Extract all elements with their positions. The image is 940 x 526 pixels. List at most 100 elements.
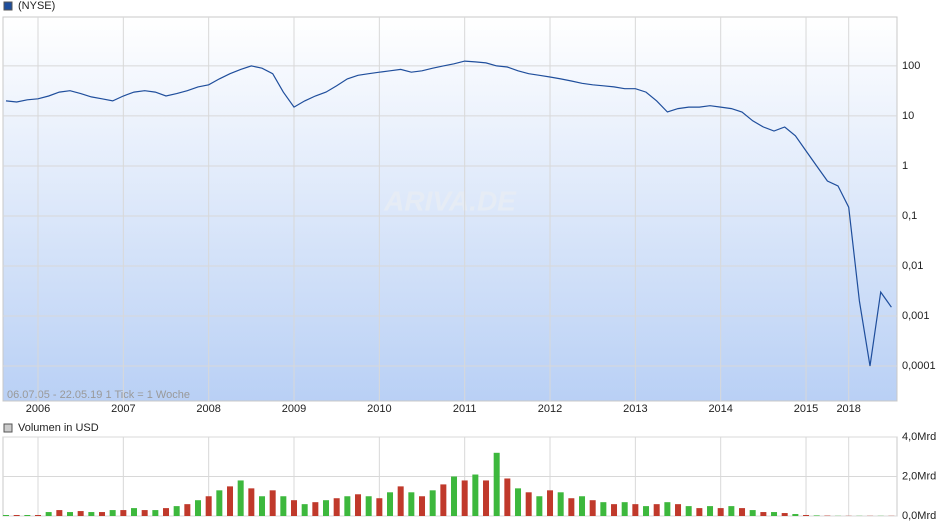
volume-bar [547,490,554,516]
x-tick-label: 2013 [623,403,647,415]
volume-bar [600,502,607,516]
volume-bar [13,515,20,516]
volume-bar [323,500,330,516]
volume-bar [664,502,671,516]
x-tick-label: 2007 [111,403,135,415]
volume-bar [365,496,372,516]
volume-bar [376,498,383,516]
volume-bar [120,510,127,516]
volume-bar [685,506,692,516]
y-tick-label: 0,001 [902,310,930,322]
volume-bar [99,512,106,516]
legend-label: Volumen in USD [18,422,99,434]
x-tick-label: 2009 [282,403,306,415]
volume-bar [259,496,266,516]
volume-bar [152,510,159,516]
volume-bar [216,490,223,516]
volume-bar [483,480,490,516]
volume-bar [291,500,298,516]
volume-bar [579,496,586,516]
volume-bar [344,496,351,516]
y-tick-label: 100 [902,60,920,72]
volume-bar [67,512,74,516]
x-tick-label: 2012 [538,403,562,415]
volume-bar [739,508,746,516]
legend-swatch [3,423,13,433]
volume-bar [184,504,191,516]
x-tick-label: 2010 [367,403,391,415]
volume-bar [813,515,820,516]
volume-bar [237,480,244,516]
volume-bar [536,496,543,516]
volume-bar [280,496,287,516]
volume-bar [611,504,618,516]
volume-bar [408,492,415,516]
volume-bar [728,506,735,516]
x-tick-label: 2008 [196,403,220,415]
volume-bar [461,480,468,516]
plot-area [2,16,898,402]
volume-bar [771,512,778,516]
volume-bar [227,486,234,516]
volume-bar [557,492,564,516]
volume-bar [429,490,436,516]
x-tick-label: 2006 [26,403,50,415]
x-tick-label: 2014 [708,403,732,415]
volume-bar [760,512,767,516]
volume-bar [632,504,639,516]
volume-bar [195,500,202,516]
y-tick-label: 0,1 [902,210,917,222]
volume-bar [451,476,458,516]
volume-bar [109,510,116,516]
volume-bar [643,506,650,516]
annotation: 06.07.05 - 22.05.19 1 Tick = 1 Woche [7,389,190,401]
volume-bar [24,515,31,516]
volume-bar [621,502,628,516]
volume-bar [568,498,575,516]
volume-bar [77,511,84,516]
volume-bar [131,508,138,516]
volume-bar [419,496,426,516]
watermark: ARIVA.DE [383,185,517,216]
volume-bar [205,496,212,516]
y-tick-label: 10 [902,110,914,122]
volume-bar [248,488,255,516]
volume-bar [792,514,799,516]
volume-bar [707,506,714,516]
volume-bar [440,484,447,516]
y-tick-label: 0,01 [902,260,923,272]
volume-bar [504,478,511,516]
volume-bar [472,474,479,516]
legend-label: (NYSE) [18,0,55,12]
x-tick-label: 2018 [836,403,860,415]
x-tick-label: 2011 [453,403,477,415]
y-tick-label: 1 [902,160,908,172]
volume-bar [35,515,42,516]
y-tick-label: 0,0001 [902,360,936,372]
volume-bar [45,512,52,516]
y-tick-label: 0,0Mrd [902,510,936,522]
volume-bar [387,492,394,516]
volume-bar [333,498,340,516]
volume-bar [696,508,703,516]
volume-bar [312,502,319,516]
volume-bar [515,488,522,516]
volume-bar [163,508,170,516]
volume-bar [493,452,500,516]
volume-bar [301,504,308,516]
volume-bar [717,508,724,516]
volume-bar [749,510,756,516]
volume-bar [269,490,276,516]
volume-bar [525,492,532,516]
legend-swatch [3,1,13,11]
volume-bar [88,512,95,516]
y-tick-label: 4,0Mrd [902,431,936,443]
price-line [5,60,892,367]
volume-bar [173,506,180,516]
volume-bar [141,510,148,516]
volume-bar [781,513,788,516]
volume-bar [589,500,596,516]
volume-bar [355,494,362,516]
y-tick-label: 2,0Mrd [902,470,936,482]
